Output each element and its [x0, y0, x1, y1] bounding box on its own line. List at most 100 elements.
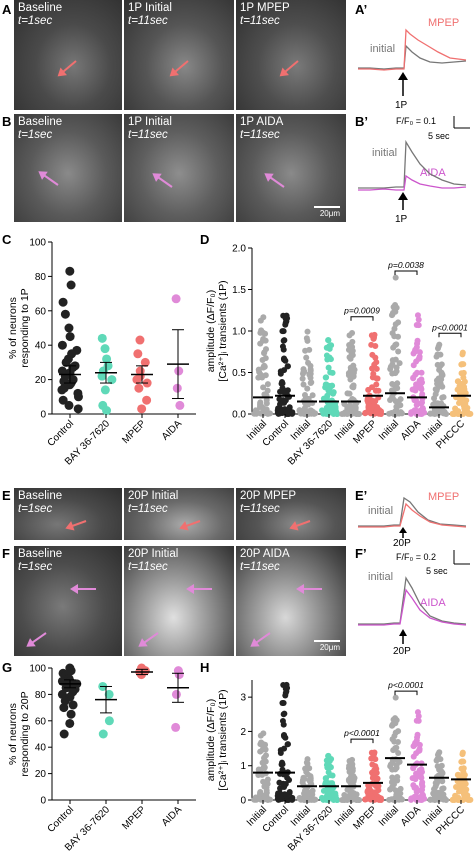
data-point — [461, 789, 468, 796]
data-point — [327, 356, 334, 363]
data-point — [389, 381, 396, 388]
data-point — [303, 769, 310, 776]
p-value-label: p=0.0009 — [343, 306, 380, 316]
data-point — [280, 711, 287, 718]
data-point — [302, 347, 309, 354]
data-point — [66, 709, 76, 719]
y-axis-label-line: [Ca²⁺]ᵢ transients (1P) — [217, 689, 229, 790]
data-point — [174, 366, 184, 376]
data-point — [327, 389, 334, 396]
data-point — [392, 356, 399, 363]
data-point — [132, 375, 142, 385]
data-point — [264, 776, 271, 783]
data-point — [436, 366, 443, 373]
data-point — [134, 383, 144, 393]
data-point — [277, 749, 284, 756]
data-point — [440, 785, 447, 792]
data-point — [369, 761, 376, 768]
data-point — [414, 731, 421, 738]
data-point — [346, 390, 353, 397]
data-point — [65, 266, 75, 276]
data-point — [100, 385, 110, 395]
data-point — [414, 337, 421, 344]
data-point — [142, 395, 152, 405]
y-tick-label: 40 — [35, 341, 47, 352]
data-point — [432, 408, 439, 415]
data-point — [300, 381, 307, 388]
micrograph-f-aida: 20P AIDA t=11sec 20μm — [236, 546, 346, 656]
scale-bar — [314, 206, 340, 208]
data-point — [391, 305, 398, 312]
data-point — [60, 309, 70, 319]
y-axis-label-line: responding to 20P — [19, 691, 31, 776]
data-point — [350, 367, 357, 374]
y-axis-label-line: % of neurons — [7, 297, 19, 359]
data-point — [413, 401, 420, 408]
data-point — [398, 796, 405, 803]
data-point — [390, 781, 397, 788]
data-point — [318, 794, 325, 801]
data-point — [135, 335, 145, 345]
data-point — [277, 408, 284, 415]
y-tick-label: 3 — [240, 693, 246, 704]
data-point — [333, 795, 340, 802]
data-point — [455, 378, 462, 385]
data-point — [418, 386, 425, 393]
data-point — [325, 752, 332, 759]
data-point — [393, 364, 400, 371]
stim-label: 1P — [395, 100, 408, 111]
data-point — [297, 407, 304, 414]
data-point — [325, 364, 332, 371]
micrograph-b-initial: 1P Initial t=11sec — [124, 114, 234, 222]
trace-label-initial: initial — [368, 571, 393, 583]
data-point — [375, 387, 382, 394]
data-point — [263, 397, 270, 404]
data-point — [416, 745, 423, 752]
panel-label-h: H — [200, 660, 210, 675]
x-tick-label: MPEP — [351, 418, 379, 446]
trace-label-mpep: MPEP — [428, 17, 459, 29]
panel-label-a-prime: A’ — [355, 2, 368, 17]
arrow-icon — [139, 632, 159, 647]
data-point — [413, 397, 420, 404]
data-point — [304, 328, 311, 335]
data-point — [309, 791, 316, 798]
data-point — [440, 394, 447, 401]
trace-label-mpep: MPEP — [428, 491, 459, 503]
data-point — [303, 759, 310, 766]
data-point — [372, 342, 379, 349]
data-point — [411, 741, 418, 748]
caption: 20P Initial — [128, 548, 179, 560]
p-value-label: p<0.0001 — [387, 680, 424, 690]
data-point — [171, 294, 181, 304]
micrograph-a-initial: 1P Initial t=11sec — [124, 0, 234, 110]
data-point — [412, 407, 419, 414]
data-point — [280, 699, 287, 706]
arrowhead-icon — [398, 72, 408, 80]
panel-label-e: E — [2, 488, 11, 503]
data-point — [461, 401, 468, 408]
data-point — [375, 783, 382, 790]
data-point — [284, 315, 291, 322]
y-axis-label: % of neuronsresponding to 1P — [7, 288, 31, 367]
data-point — [437, 380, 444, 387]
data-point — [329, 369, 336, 376]
data-point — [370, 772, 377, 779]
data-point — [410, 753, 417, 760]
data-point — [373, 381, 380, 388]
arrow-icon — [280, 60, 299, 76]
data-point — [261, 764, 268, 771]
x-tick-label: MPEP — [351, 804, 379, 832]
data-point — [368, 404, 375, 411]
significance-bracket — [394, 270, 418, 276]
data-point — [370, 335, 377, 342]
y-axis-label-line: amplitude (ΔF/F₀) — [205, 699, 217, 782]
data-point — [395, 348, 402, 355]
data-point — [264, 387, 271, 394]
data-point — [431, 786, 438, 793]
data-point — [410, 764, 417, 771]
data-point — [57, 340, 67, 350]
data-point — [307, 775, 314, 782]
data-point — [262, 337, 269, 344]
data-point — [459, 751, 466, 758]
